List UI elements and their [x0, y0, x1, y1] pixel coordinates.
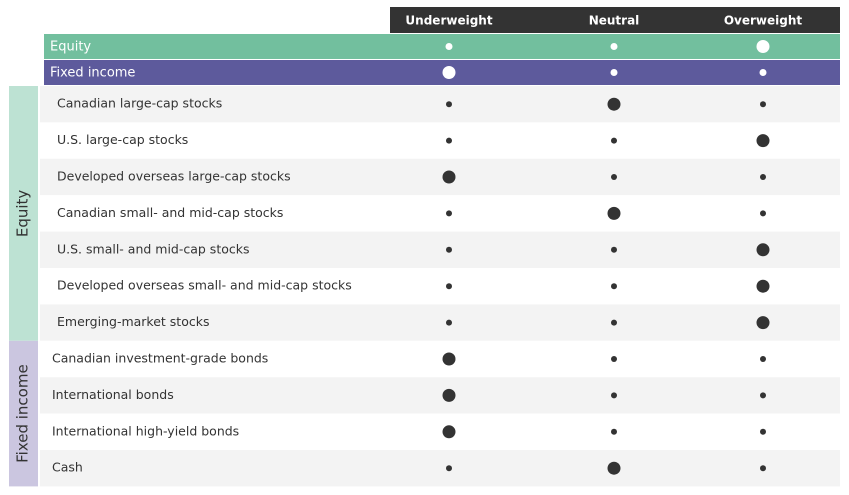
summary-dot	[756, 40, 770, 53]
allocation-dot	[760, 428, 766, 435]
allocation-dot	[760, 392, 766, 399]
row-background	[40, 377, 840, 414]
allocation-dot	[611, 174, 617, 180]
summary-label: Equity	[50, 40, 91, 55]
allocation-dot	[611, 246, 617, 253]
row-background	[40, 340, 840, 378]
allocation-dot	[611, 283, 617, 290]
row-background	[40, 450, 840, 487]
row-label: Developed overseas small- and mid-cap st…	[57, 278, 352, 293]
allocation-dot	[446, 137, 452, 144]
allocation-dot	[611, 356, 617, 362]
allocation-dot	[760, 174, 766, 180]
row-label: Canadian investment-grade bonds	[52, 351, 268, 366]
summary-dot	[445, 43, 453, 50]
allocation-dot	[446, 246, 452, 253]
allocation-dot	[756, 316, 770, 330]
summary-dot	[759, 69, 767, 76]
summary-dot	[442, 66, 456, 79]
row-background	[40, 268, 840, 305]
column-header: Neutral	[589, 14, 640, 28]
allocation-dot	[446, 101, 452, 108]
row-label: U.S. large-cap stocks	[57, 132, 188, 147]
row-background	[40, 231, 840, 268]
summary-label: Fixed income	[50, 66, 135, 81]
allocation-dot	[442, 170, 456, 184]
allocation-dot	[760, 356, 766, 362]
allocation-dot	[446, 319, 452, 326]
header-bar	[390, 7, 840, 33]
allocation-dot	[611, 428, 617, 435]
row-label: Canadian small- and mid-cap stocks	[57, 205, 283, 220]
row-label: U.S. small- and mid-cap stocks	[57, 241, 250, 256]
row-label: Canadian large-cap stocks	[57, 96, 222, 111]
allocation-dot	[607, 461, 621, 475]
group-label: Fixed income	[14, 364, 32, 463]
allocation-dot	[756, 279, 770, 293]
allocation-dot	[611, 137, 617, 144]
row-background	[40, 122, 840, 159]
allocation-dot	[611, 392, 617, 399]
summary-row	[44, 34, 840, 59]
summary-dot	[610, 69, 618, 76]
allocation-dot	[446, 465, 452, 472]
row-label: Emerging-market stocks	[57, 314, 209, 329]
allocation-dot	[756, 134, 770, 148]
allocation-dot	[442, 425, 456, 439]
group-label: Equity	[14, 190, 32, 238]
column-header: Underweight	[405, 14, 492, 28]
allocation-dot	[607, 97, 621, 111]
allocation-dot	[756, 243, 770, 257]
allocation-dot	[607, 206, 621, 220]
allocation-dot	[442, 352, 456, 366]
allocation-dot	[442, 388, 456, 402]
row-background	[40, 86, 840, 123]
row-background	[40, 304, 840, 341]
row-background	[40, 195, 840, 232]
row-label: Cash	[52, 460, 83, 475]
column-header: Overweight	[724, 14, 803, 28]
allocation-dot	[760, 101, 766, 108]
summary-dot	[610, 43, 618, 50]
allocation-dot	[760, 210, 766, 217]
allocation-dot	[760, 465, 766, 472]
row-label: Developed overseas large-cap stocks	[57, 169, 291, 184]
group-band	[9, 340, 38, 487]
allocation-dot	[611, 319, 617, 326]
summary-row	[44, 60, 840, 85]
row-background	[40, 413, 840, 450]
group-band	[9, 86, 38, 341]
allocation-dot	[446, 210, 452, 217]
row-label: International high-yield bonds	[52, 423, 239, 438]
row-label: International bonds	[52, 387, 174, 402]
allocation-dot	[446, 283, 452, 290]
row-background	[40, 158, 840, 196]
